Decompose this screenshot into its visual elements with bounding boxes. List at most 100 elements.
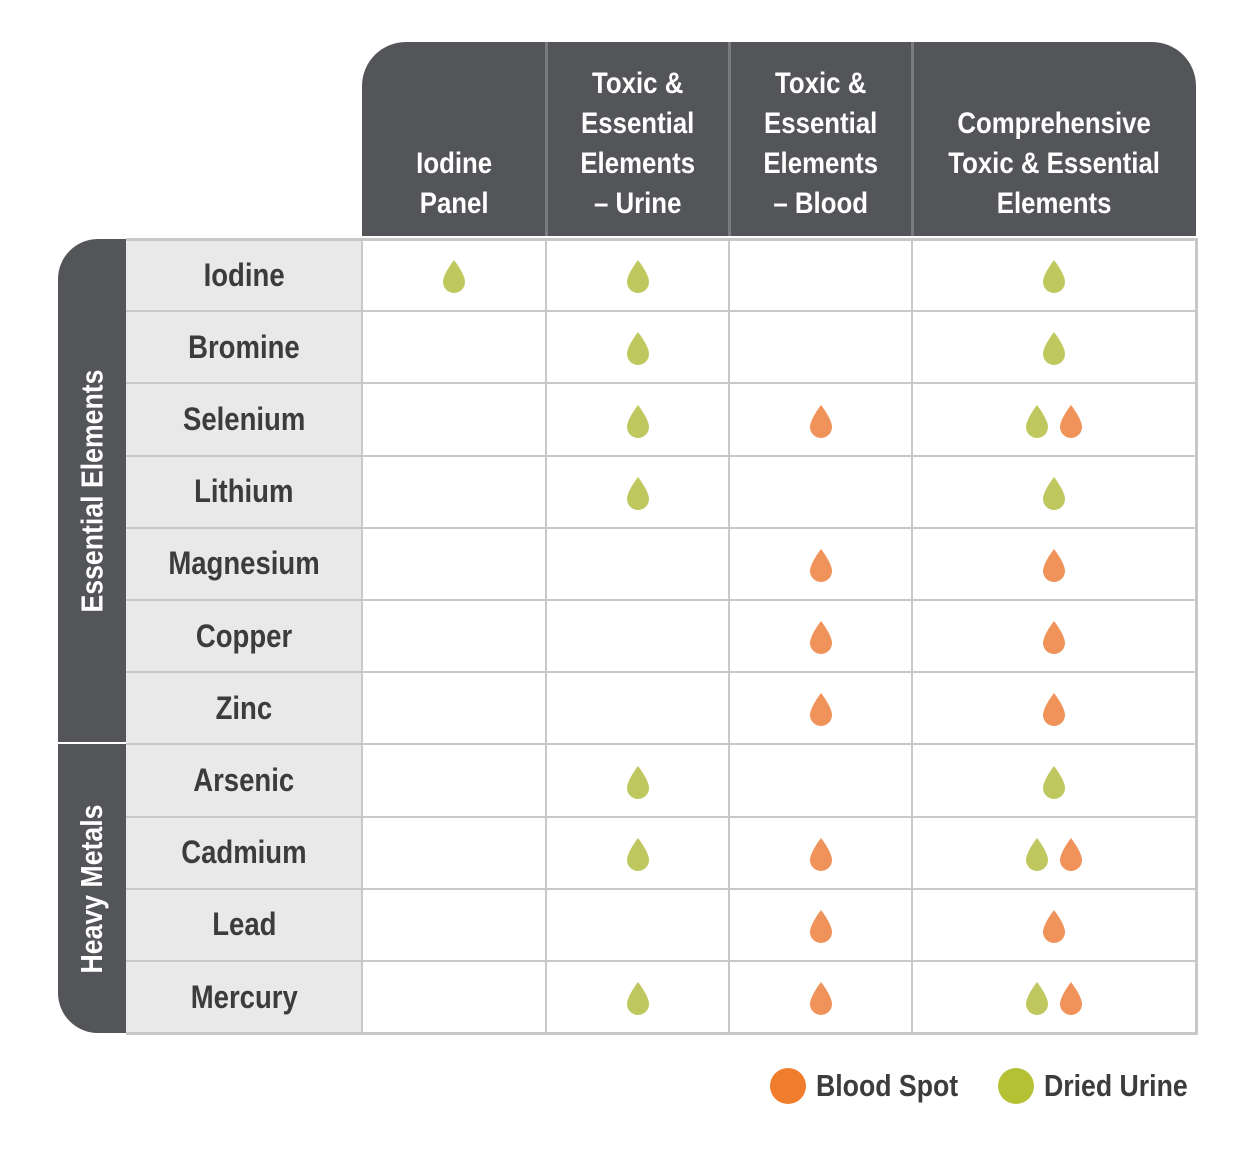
blood-drop-icon: [1060, 982, 1082, 1016]
drop-shape: [626, 332, 649, 366]
column-header-line: – Urine: [593, 187, 682, 220]
row-label-text: Lead: [211, 906, 277, 943]
row-label-text: Cadmium: [181, 834, 307, 871]
blood-drop-icon: [809, 693, 832, 727]
drop-shape: [809, 693, 832, 727]
drop-shape: [1060, 837, 1082, 871]
row-label: Mercury: [126, 961, 362, 1034]
grid-line-horizontal: [126, 382, 1198, 385]
row-label-text: Selenium: [182, 400, 306, 437]
drop-shape: [1043, 548, 1065, 582]
drop-shape: [1043, 260, 1065, 294]
column-header-line: Toxic &: [774, 67, 867, 100]
drop-shape: [626, 982, 649, 1016]
drop-shape: [626, 476, 649, 510]
row-label: Cadmium: [126, 816, 362, 889]
urine-legend-dot-icon: [998, 1068, 1034, 1104]
drop-shape: [626, 837, 649, 871]
column-header-line: – Blood: [773, 187, 868, 220]
column-header-text: Toxic & Essential Elements – Urine: [571, 64, 704, 224]
drop-shape: [809, 548, 832, 582]
drop-shape: [1026, 982, 1048, 1016]
row-label: Lead: [126, 888, 362, 961]
column-header-text: Toxic & Essential Elements – Blood: [754, 64, 887, 224]
blood-drop-icon: [1043, 621, 1065, 655]
row-label: Bromine: [126, 311, 362, 384]
urine-drop-icon: [1043, 476, 1065, 510]
urine-drop-icon: [1043, 332, 1065, 366]
drop-shape: [809, 621, 832, 655]
column-header-3: Toxic & Essential Elements – Blood: [729, 42, 912, 236]
blood-drop-icon: [809, 404, 832, 438]
row-label: Arsenic: [126, 744, 362, 817]
blood-drop-icon: [809, 548, 832, 582]
column-header-line: Elements: [580, 147, 695, 180]
row-label: Selenium: [126, 383, 362, 456]
legend-label: Blood Spot: [816, 1068, 981, 1104]
grid-line-horizontal: [126, 1032, 1198, 1036]
column-header-line: Elements: [996, 187, 1112, 220]
legend-label-text: Dried Urine: [1044, 1068, 1188, 1103]
grid-line-vertical: [545, 239, 547, 1034]
grid-line-horizontal: [126, 599, 1198, 601]
grid-line-vertical: [911, 239, 913, 1034]
urine-drop-icon: [1043, 260, 1065, 294]
row-label: Zinc: [126, 672, 362, 745]
drop-shape: [626, 260, 649, 294]
legend-item-blood: Blood Spot: [770, 1068, 981, 1104]
urine-drop-icon: [626, 260, 649, 294]
drop-shape: [1026, 404, 1048, 438]
column-header-line: Panel: [419, 187, 489, 220]
urine-drop-icon: [1043, 765, 1065, 799]
row-label-text: Copper: [195, 617, 293, 654]
drop-shape: [1043, 621, 1065, 655]
blood-drop-icon: [1043, 909, 1065, 943]
legend-label-text: Blood Spot: [816, 1068, 959, 1103]
row-label-text: Iodine: [203, 256, 285, 293]
drop-shape: [1060, 982, 1082, 1016]
column-header-line: Comprehensive: [957, 107, 1151, 140]
row-label-text: Magnesium: [168, 545, 320, 582]
group-label-1: Essential Elements: [58, 239, 126, 743]
drop-shape: [626, 765, 649, 799]
drop-shape: [1043, 332, 1065, 366]
row-label: Copper: [126, 600, 362, 673]
blood-drop-icon: [809, 621, 832, 655]
grid-line-horizontal: [126, 526, 1198, 529]
drop-shape: [809, 837, 832, 871]
blood-drop-icon: [1060, 404, 1082, 438]
urine-drop-icon: [626, 837, 649, 871]
row-label-text: Zinc: [215, 689, 273, 726]
blood-drop-icon: [809, 837, 832, 871]
grid-line-horizontal: [126, 887, 1198, 890]
grid-line-vertical: [361, 239, 363, 1034]
urine-drop-icon: [626, 765, 649, 799]
urine-drop-icon: [1026, 982, 1048, 1016]
grid-line-horizontal: [126, 743, 1198, 746]
grid-line-horizontal: [126, 815, 1198, 818]
row-label: Magnesium: [126, 527, 362, 600]
column-header-text: Iodine Panel: [410, 144, 498, 224]
grid-line-horizontal: [126, 960, 1198, 962]
column-header-line: Toxic & Essential: [948, 147, 1160, 180]
column-header-text: Comprehensive Toxic & Essential Elements: [931, 104, 1177, 224]
row-label: Iodine: [126, 239, 362, 312]
row-label: Lithium: [126, 455, 362, 528]
group-label-text: Essential Elements: [74, 349, 110, 632]
urine-drop-icon: [626, 476, 649, 510]
blood-drop-icon: [1060, 837, 1082, 871]
drop-shape: [1043, 909, 1065, 943]
drop-shape: [1043, 693, 1065, 727]
grid-line-vertical: [1195, 239, 1198, 1034]
row-label-text: Mercury: [190, 978, 298, 1015]
blood-drop-icon: [1043, 548, 1065, 582]
drop-shape: [443, 260, 465, 294]
drop-shape: [1043, 765, 1065, 799]
header-divider: [728, 42, 731, 236]
grid-line-horizontal: [126, 238, 1198, 241]
urine-drop-icon: [443, 260, 465, 294]
column-header-line: Toxic &: [591, 67, 684, 100]
drop-shape: [626, 404, 649, 438]
drop-shape: [1026, 837, 1048, 871]
row-label-text: Arsenic: [193, 761, 295, 798]
